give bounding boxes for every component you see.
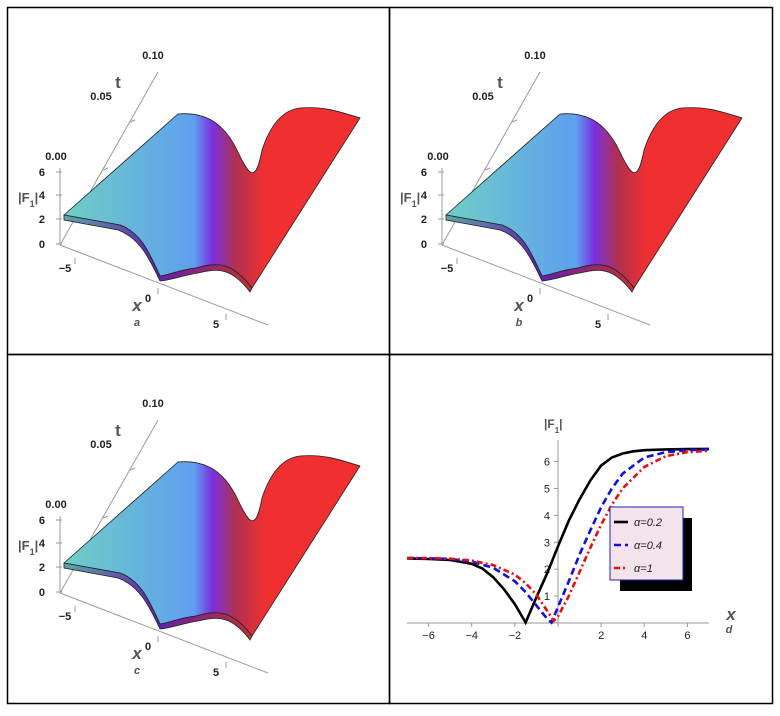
surface-top bbox=[63, 107, 361, 289]
x-tick-label: −5 bbox=[59, 263, 72, 275]
x-axis-line bbox=[59, 592, 269, 674]
z-tick-label: 4 bbox=[39, 538, 46, 550]
surface-panel-a: 0.00 0.05 0.10 t 0 2 4 6|F1| −5 0 5 xa bbox=[18, 50, 361, 331]
x-axis-label: x bbox=[131, 644, 143, 663]
z-axis-label: |F1| bbox=[18, 538, 38, 557]
panel-label: c bbox=[134, 665, 140, 677]
x-tick-label: 2 bbox=[598, 630, 604, 642]
legend-label-2: α=0.4 bbox=[634, 540, 662, 552]
x-axis-label: x bbox=[513, 296, 525, 315]
y-tick-label: 4 bbox=[544, 510, 550, 522]
legend-label-1: α=0.2 bbox=[634, 517, 662, 529]
legend-box bbox=[609, 506, 684, 581]
t-tick-label: 0.05 bbox=[90, 91, 111, 103]
panel-label: d bbox=[726, 624, 733, 636]
z-axis-label: |F1| bbox=[18, 190, 38, 209]
z-tick-label: 0 bbox=[421, 239, 427, 251]
t-tick-label: 0.10 bbox=[142, 398, 163, 410]
x-tick-label: 4 bbox=[641, 630, 647, 642]
surface-front bbox=[63, 214, 253, 293]
y-tick-label: 5 bbox=[544, 483, 550, 495]
surface-top bbox=[63, 455, 361, 637]
z-tick-label: 6 bbox=[39, 515, 45, 527]
line-plot-panel-d: −6 −4 −2 2 4 6 1 2 3 4 5 6 |F1| xd α=0.2 α=0.4 α=1 bbox=[406, 417, 737, 642]
t-tick-mark bbox=[102, 167, 109, 171]
x-tick-label: 6 bbox=[684, 630, 690, 642]
x-tick-label: 5 bbox=[595, 319, 601, 331]
panel-label: b bbox=[516, 317, 523, 329]
y-tick-label: 6 bbox=[544, 457, 550, 469]
x-tick-label: −6 bbox=[422, 630, 435, 642]
x-axis-line bbox=[441, 244, 651, 326]
t-tick-mark bbox=[102, 515, 109, 519]
legend-label-3: α=1 bbox=[634, 563, 653, 575]
surface-front bbox=[63, 562, 253, 641]
z-tick-label: 0 bbox=[39, 587, 45, 599]
t-tick-mark bbox=[129, 119, 136, 123]
surface-front bbox=[445, 214, 635, 293]
z-tick-label: 6 bbox=[39, 167, 45, 179]
x-tick-label: 0 bbox=[527, 293, 533, 305]
t-tick-mark bbox=[511, 119, 518, 123]
x-axis-label: x bbox=[131, 296, 143, 315]
t-tick-label: 0.00 bbox=[45, 499, 66, 511]
t-axis-label: t bbox=[115, 421, 121, 440]
t-tick-label: 0.05 bbox=[472, 91, 493, 103]
t-tick-mark bbox=[484, 167, 491, 171]
x-tick-label: 5 bbox=[213, 319, 219, 331]
z-tick-label: 0 bbox=[39, 239, 45, 251]
x-tick-label: 0 bbox=[145, 293, 151, 305]
z-axis-label: |F1| bbox=[400, 190, 420, 209]
x-tick-label: 0 bbox=[145, 641, 151, 653]
x-tick-label: −4 bbox=[465, 630, 478, 642]
x-tick-label: −2 bbox=[509, 630, 522, 642]
series-line-2 bbox=[406, 448, 710, 625]
series-line-1 bbox=[406, 447, 710, 626]
x-axis-line bbox=[59, 244, 269, 326]
t-tick-label: 0.00 bbox=[427, 151, 448, 163]
t-tick-label: 0.10 bbox=[142, 50, 163, 62]
t-tick-mark bbox=[129, 467, 136, 471]
t-tick-label: 0.05 bbox=[90, 439, 111, 451]
z-tick-label: 2 bbox=[421, 214, 427, 226]
z-tick-label: 2 bbox=[39, 214, 45, 226]
t-tick-label: 0.10 bbox=[524, 50, 545, 62]
z-tick-label: 4 bbox=[39, 190, 46, 202]
t-axis-label: t bbox=[497, 73, 503, 92]
surface-top bbox=[445, 107, 743, 289]
y-tick-label: 3 bbox=[544, 537, 550, 549]
x-tick-label: −5 bbox=[441, 263, 454, 275]
y-axis-label: |F1| bbox=[544, 417, 563, 435]
t-axis-label: t bbox=[115, 73, 121, 92]
z-tick-label: 4 bbox=[421, 190, 428, 202]
surface-panel-c: 0.00 0.05 0.10 t 0 2 4 6|F1| −5 0 5 xc bbox=[18, 398, 361, 679]
x-tick-label: 5 bbox=[213, 667, 219, 679]
t-tick-label: 0.00 bbox=[45, 151, 66, 163]
y-tick-label: 1 bbox=[544, 591, 550, 603]
panel-frame-d bbox=[388, 353, 774, 705]
z-tick-label: 2 bbox=[39, 562, 45, 574]
surface-panel-b: 0.00 0.05 0.10 t 0 2 4 6|F1| −5 0 5 xb bbox=[400, 50, 743, 331]
y-tick-label: 2 bbox=[544, 564, 550, 576]
panel-label: a bbox=[134, 317, 140, 329]
x-tick-label: −5 bbox=[59, 611, 72, 623]
series-line-3 bbox=[406, 449, 710, 623]
x-axis-label: x bbox=[725, 605, 737, 624]
z-tick-label: 6 bbox=[421, 167, 427, 179]
